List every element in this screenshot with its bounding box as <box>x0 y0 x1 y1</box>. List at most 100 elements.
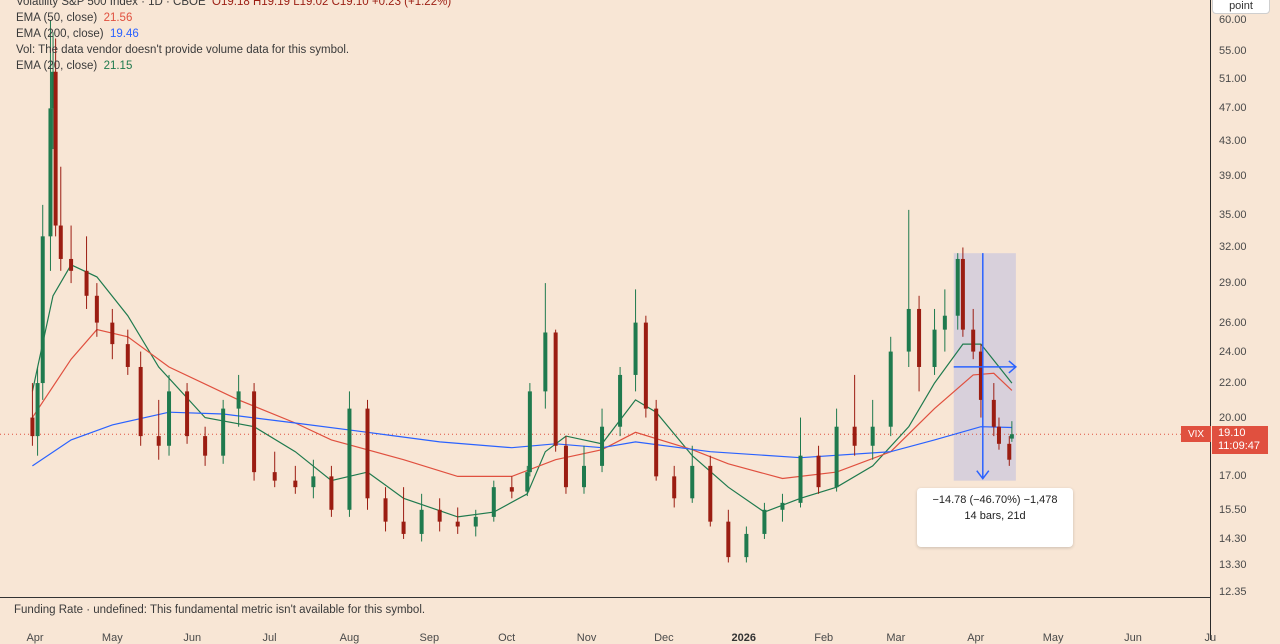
candle-body <box>401 521 406 534</box>
candle-body <box>780 502 785 510</box>
candle-body <box>527 391 532 473</box>
measure-tooltip: −14.78 (−46.70%) −1,478 14 bars, 21d <box>917 488 1073 547</box>
candle-body <box>1007 443 1012 460</box>
ema20-label: EMA (20, close) <box>16 60 98 72</box>
time-tick-label: May <box>1042 632 1064 644</box>
candle-body <box>971 329 976 352</box>
candle-body <box>58 225 63 259</box>
ema50-value: 21.56 <box>103 12 133 24</box>
last-price: 19.10 <box>1218 427 1246 439</box>
legend-ema200-row[interactable]: EMA (200, close) 19.46 <box>16 26 451 42</box>
time-tick-label: Dec <box>654 632 674 644</box>
price-tick-label: 39.00 <box>1219 169 1247 182</box>
candle-body <box>110 322 115 345</box>
candle-body <box>543 332 548 392</box>
price-tick-label: 13.30 <box>1219 559 1247 572</box>
candle-body <box>762 509 767 534</box>
candle-body <box>618 374 623 427</box>
candle-body <box>932 329 937 367</box>
measure-bars: 14 bars, 21d <box>964 510 1026 522</box>
candle-body <box>272 472 277 481</box>
candle-body <box>365 408 370 499</box>
price-tick-label: 15.50 <box>1219 503 1247 516</box>
volume-note: Vol: The data vendor doesn't provide vol… <box>16 44 350 56</box>
candle-body <box>654 408 659 477</box>
funding-rate-pane[interactable]: Funding Rate · undefined: This fundament… <box>0 597 1210 640</box>
candle-body <box>870 426 875 446</box>
price-tick-label: 43.00 <box>1219 134 1247 147</box>
candle-body <box>690 465 695 499</box>
time-tick-label: Aug <box>339 632 360 644</box>
candle-body <box>643 322 648 409</box>
candle-body <box>798 455 803 503</box>
candle-body <box>383 498 388 522</box>
candle-body <box>563 445 568 488</box>
price-tick-label: 26.00 <box>1219 316 1247 329</box>
bar-countdown: 11:09:47 <box>1218 440 1261 452</box>
candle-body <box>125 344 130 367</box>
candle-body <box>40 236 45 384</box>
candlestick-chart <box>0 20 1210 563</box>
candle-body <box>185 391 190 437</box>
candle-body <box>942 315 947 330</box>
candle-body <box>455 521 460 527</box>
candle-body <box>252 391 257 473</box>
candle-body <box>978 351 983 400</box>
funding-rate-message: Funding Rate · undefined: This fundament… <box>14 604 426 616</box>
point-button[interactable]: point <box>1212 0 1270 14</box>
ema200-label: EMA (200, close) <box>16 28 104 40</box>
time-tick-label: Apr <box>967 632 985 644</box>
time-tick-label: Mar <box>886 632 906 644</box>
candle-body <box>203 436 208 456</box>
legend-ema50-row[interactable]: EMA (50, close) 21.56 <box>16 10 451 26</box>
price-tick-label: 20.00 <box>1219 411 1247 424</box>
ema20-value: 21.15 <box>103 60 133 72</box>
price-tick-label: 29.00 <box>1219 277 1247 290</box>
time-tick-label: Apr <box>26 632 44 644</box>
symbol-title: Volatility S&P 500 Index · 1D · CBOE <box>16 0 206 8</box>
candle-body <box>30 417 35 437</box>
ema200-value: 19.46 <box>109 28 139 40</box>
candle-body <box>852 426 857 446</box>
candle-body <box>48 108 53 237</box>
candle-body <box>996 426 1001 444</box>
candle-body <box>633 322 638 375</box>
candle-body <box>960 258 965 330</box>
time-tick-label: Jun <box>183 632 202 644</box>
candle-body <box>509 487 514 492</box>
candle-body <box>167 391 172 446</box>
candle-body <box>744 533 749 558</box>
ema20-line <box>31 264 1013 518</box>
legend-ema20-row[interactable]: EMA (20, close) 21.15 <box>16 58 451 74</box>
candle-body <box>94 295 99 323</box>
price-tick-label: 55.00 <box>1219 45 1247 58</box>
last-price-badge: 19.10 11:09:47 <box>1212 426 1268 454</box>
time-tick-label: Jul <box>262 632 277 644</box>
chart-legend: Volatility S&P 500 Index · 1D · CBOE O19… <box>16 0 451 74</box>
time-tick-label: Ju <box>1204 632 1217 644</box>
price-tick-label: 32.00 <box>1219 241 1247 254</box>
candle-body <box>834 426 839 488</box>
candle-body <box>553 332 558 446</box>
candle-body <box>156 436 161 446</box>
candle-body <box>582 465 586 488</box>
time-tick-label: Oct <box>498 632 516 644</box>
price-tick-label: 24.00 <box>1219 345 1247 358</box>
candle-body <box>437 509 442 522</box>
price-tick-label: 35.00 <box>1219 209 1247 222</box>
candle-body <box>955 258 960 316</box>
candle-body <box>84 270 89 296</box>
ema50-line <box>31 328 1013 480</box>
candle-body <box>138 366 143 437</box>
time-tick-label: Feb <box>814 632 834 644</box>
chart-plot-area[interactable] <box>0 0 1210 597</box>
candle-body <box>917 308 922 367</box>
price-tick-label: 60.00 <box>1219 14 1247 26</box>
candle-body <box>221 408 226 456</box>
time-tick-label: May <box>101 632 123 644</box>
price-axis[interactable] <box>1210 0 1280 640</box>
price-tick-label: 12.35 <box>1219 586 1247 598</box>
candle-body <box>600 426 605 466</box>
measure-change: −14.78 (−46.70%) −1,478 <box>932 494 1058 506</box>
candle-body <box>816 455 821 488</box>
